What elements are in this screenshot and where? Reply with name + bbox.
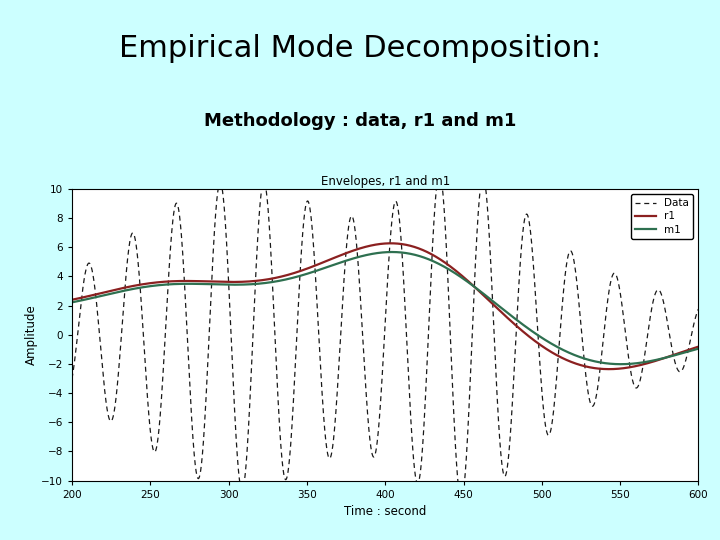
Text: Methodology : data, r1 and m1: Methodology : data, r1 and m1: [204, 112, 516, 130]
r1: [694, 343, 703, 350]
r1: [605, 366, 613, 373]
r1: [139, 281, 148, 287]
Legend: Data, r1, m1: Data, r1, m1: [631, 194, 693, 239]
X-axis label: Time : second: Time : second: [344, 505, 426, 518]
Data: [335, 354, 343, 361]
m1: [139, 284, 148, 291]
r1: [68, 296, 76, 303]
m1: [308, 269, 317, 275]
m1: [616, 361, 625, 367]
Data: [139, 333, 148, 339]
r1: [335, 253, 343, 259]
Line: Data: Data: [72, 174, 698, 500]
Line: r1: r1: [72, 244, 698, 369]
m1: [682, 349, 690, 355]
r1: [308, 264, 317, 270]
Y-axis label: Amplitude: Amplitude: [25, 305, 38, 365]
Data: [457, 497, 466, 503]
r1: [615, 366, 624, 372]
Text: Empirical Mode Decomposition:: Empirical Mode Decomposition:: [119, 34, 601, 63]
m1: [387, 249, 396, 255]
r1: [176, 278, 185, 284]
Data: [176, 223, 185, 230]
Data: [694, 306, 703, 312]
m1: [694, 346, 703, 352]
Data: [308, 226, 317, 232]
Title: Envelopes, r1 and m1: Envelopes, r1 and m1: [320, 175, 450, 188]
Data: [615, 283, 624, 289]
Data: [68, 375, 76, 382]
r1: [387, 240, 395, 247]
m1: [335, 260, 343, 266]
m1: [176, 281, 185, 287]
Data: [435, 171, 444, 177]
Line: m1: m1: [72, 252, 698, 364]
m1: [614, 361, 623, 367]
r1: [682, 347, 690, 354]
Data: [682, 354, 690, 361]
m1: [68, 299, 76, 306]
